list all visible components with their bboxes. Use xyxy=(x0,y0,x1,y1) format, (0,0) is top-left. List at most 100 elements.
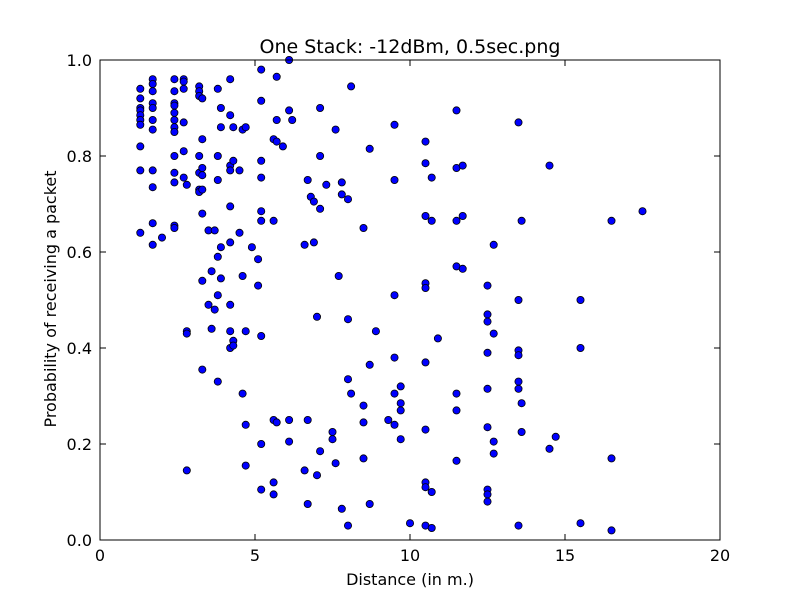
data-point xyxy=(213,291,222,300)
data-point xyxy=(421,137,430,146)
data-point xyxy=(303,175,312,184)
data-point xyxy=(226,111,235,120)
data-point xyxy=(433,334,442,343)
data-point xyxy=(316,151,325,160)
data-point xyxy=(309,238,318,247)
data-point xyxy=(312,312,321,321)
data-point xyxy=(343,521,352,530)
data-point xyxy=(213,377,222,386)
data-point xyxy=(365,144,374,153)
data-point xyxy=(198,94,207,103)
plot-area xyxy=(100,60,720,540)
data-point xyxy=(316,104,325,113)
data-point xyxy=(285,415,294,424)
data-point xyxy=(238,271,247,280)
data-point xyxy=(272,418,281,427)
data-point xyxy=(514,521,523,530)
data-point xyxy=(545,444,554,453)
data-point xyxy=(257,216,266,225)
data-point xyxy=(170,223,179,232)
data-point xyxy=(452,216,461,225)
data-point xyxy=(343,315,352,324)
data-point xyxy=(489,437,498,446)
y-tick-label: 0.2 xyxy=(67,435,92,454)
x-tick-label: 5 xyxy=(250,546,260,565)
data-point xyxy=(198,135,207,144)
data-point xyxy=(334,271,343,280)
data-point xyxy=(235,228,244,237)
data-point xyxy=(427,216,436,225)
data-point xyxy=(638,207,647,216)
data-point xyxy=(405,519,414,528)
data-point xyxy=(359,418,368,427)
data-point xyxy=(483,384,492,393)
data-point xyxy=(257,331,266,340)
data-point xyxy=(347,389,356,398)
data-point xyxy=(216,123,225,132)
data-point xyxy=(148,240,157,249)
data-point xyxy=(337,178,346,187)
data-point xyxy=(254,255,263,264)
data-point xyxy=(170,151,179,160)
data-point xyxy=(136,84,145,93)
data-point xyxy=(514,377,523,386)
data-point xyxy=(384,415,393,424)
data-point xyxy=(421,159,430,168)
x-tick-labels: 0 5 10 15 20 xyxy=(95,546,730,565)
data-point xyxy=(148,87,157,96)
data-point xyxy=(343,375,352,384)
y-tick-label: 0.8 xyxy=(67,147,92,166)
data-point xyxy=(198,209,207,218)
data-point xyxy=(576,519,585,528)
data-point xyxy=(148,219,157,228)
data-point xyxy=(316,447,325,456)
data-point xyxy=(365,360,374,369)
y-tick-labels: 0.0 0.2 0.4 0.6 0.8 1.0 xyxy=(67,51,92,550)
data-point xyxy=(272,137,281,146)
data-point xyxy=(483,490,492,499)
data-point xyxy=(198,163,207,172)
x-tick-label: 10 xyxy=(400,546,420,565)
data-point xyxy=(607,526,616,535)
data-point xyxy=(254,281,263,290)
data-point xyxy=(213,175,222,184)
data-point xyxy=(207,267,216,276)
data-point xyxy=(303,499,312,508)
data-point xyxy=(517,399,526,408)
data-point xyxy=(213,252,222,261)
data-point xyxy=(136,142,145,151)
data-point xyxy=(170,168,179,177)
data-point xyxy=(458,161,467,170)
data-point xyxy=(170,75,179,84)
data-point xyxy=(312,471,321,480)
data-point xyxy=(427,524,436,533)
data-point xyxy=(483,281,492,290)
data-point xyxy=(226,327,235,336)
data-point xyxy=(148,125,157,134)
data-point xyxy=(198,185,207,194)
data-point xyxy=(198,276,207,285)
data-point xyxy=(331,125,340,134)
x-tick-label: 20 xyxy=(710,546,730,565)
data-point xyxy=(390,291,399,300)
data-point xyxy=(210,305,219,314)
x-tick-label: 15 xyxy=(555,546,575,565)
data-point xyxy=(179,173,188,182)
data-point xyxy=(303,415,312,424)
data-point xyxy=(216,274,225,283)
data-point xyxy=(483,317,492,326)
data-point xyxy=(514,295,523,304)
data-point xyxy=(396,382,405,391)
data-point xyxy=(489,449,498,458)
data-point xyxy=(576,343,585,352)
data-point xyxy=(235,166,244,175)
data-point xyxy=(182,329,191,338)
data-point xyxy=(514,351,523,360)
data-point xyxy=(396,399,405,408)
data-point xyxy=(136,120,145,129)
data-point xyxy=(148,183,157,192)
data-point xyxy=(170,178,179,187)
data-point xyxy=(421,211,430,220)
data-point xyxy=(148,116,157,125)
data-point xyxy=(257,207,266,216)
